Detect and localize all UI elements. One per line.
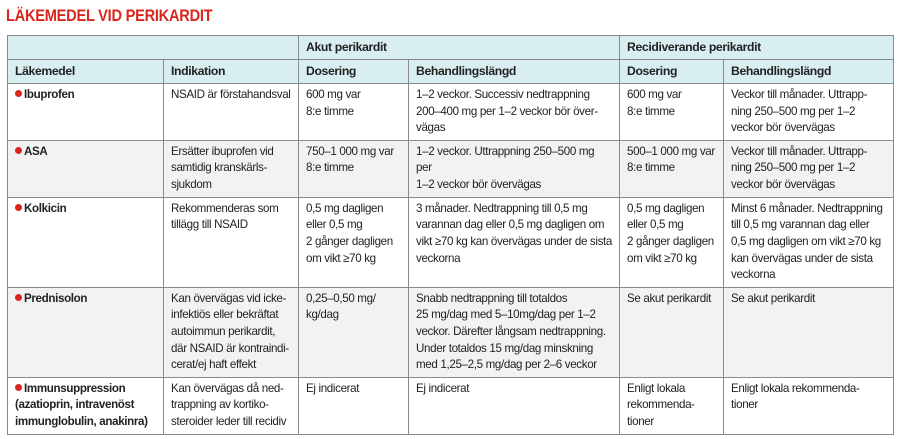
drug-name: Prednisolon xyxy=(24,291,88,305)
bullet-icon xyxy=(15,383,22,391)
table-row: ASA Ersätter ibuprofen vid samtidig krans… xyxy=(7,139,895,198)
group-recurrent: Recidiverande perikardit xyxy=(619,35,895,60)
recurrent-duration-cell: Veckor till månader. Uttrapp- ning 250–5… xyxy=(723,139,895,198)
indication-cell: Kan övervägas vid icke- infektiös eller … xyxy=(163,286,299,378)
drug-cell: Immunsuppression (azatioprin, intravenös… xyxy=(7,376,164,435)
acute-dose-cell: 600 mg var 8:e timme xyxy=(298,83,409,141)
page-title: LÄKEMEDEL VID PERIKARDIT xyxy=(6,6,213,25)
acute-duration-cell: 1–2 veckor. Uttrappning 250–500 mg per 1… xyxy=(407,139,621,198)
drug-name: ASA xyxy=(24,144,48,158)
table-row: Immunsuppression (azatioprin, intravenös… xyxy=(7,376,895,435)
col-acute-duration: Behandlingslängd xyxy=(407,59,621,84)
column-header-row: Läkemedel Indikation Dosering Behandling… xyxy=(7,59,895,84)
drug-name: Ibuprofen xyxy=(24,88,75,101)
acute-dose-cell: 750–1 000 mg var 8:e timme xyxy=(298,139,409,198)
bullet-icon xyxy=(15,146,22,154)
col-drug: Läkemedel xyxy=(7,59,164,84)
acute-duration-cell: Ej indicerat xyxy=(407,376,621,435)
drug-cell: ASA xyxy=(7,139,164,198)
group-header-row: Akut perikardit Recidiverande perikardit xyxy=(7,35,895,60)
drug-cell: Prednisolon xyxy=(7,286,164,378)
indication-cell: NSAID är förstahandsval xyxy=(163,83,299,141)
bullet-icon xyxy=(15,203,22,211)
recurrent-duration-cell: Veckor till månader. Uttrapp- ning 250–5… xyxy=(723,83,895,141)
bullet-icon xyxy=(15,293,22,301)
drug-name: Kolkicin xyxy=(24,201,67,215)
recurrent-duration-cell: Enligt lokala rekommenda- tioner xyxy=(723,376,895,435)
group-acute: Akut perikardit xyxy=(297,35,621,60)
acute-dose-cell: Ej indicerat xyxy=(298,376,409,435)
table-row: Kolkicin Rekommenderas som tillägg till N… xyxy=(7,196,895,288)
indication-cell: Rekommenderas som tillägg till NSAID xyxy=(163,196,299,288)
recurrent-dose-cell: Enligt lokala rekommenda- tioner xyxy=(619,376,725,435)
recurrent-dose-cell: 0,5 mg dagligen eller 0,5 mg 2 gånger da… xyxy=(619,196,725,288)
col-recurrent-dose: Dosering xyxy=(619,59,725,84)
col-recurrent-duration: Behandlingslängd xyxy=(723,59,895,84)
drug-name: Immunsuppression (azatioprin, intravenös… xyxy=(15,381,148,428)
recurrent-dose-cell: Se akut perikardit xyxy=(619,286,725,378)
recurrent-duration-cell: Se akut perikardit xyxy=(723,286,895,378)
col-acute-dose: Dosering xyxy=(298,59,409,84)
recurrent-dose-cell: 500–1 000 mg var 8:e timme xyxy=(619,139,725,198)
acute-duration-cell: 1–2 veckor. Successiv nedtrappning 200–4… xyxy=(407,83,621,141)
recurrent-dose-cell: 600 mg var 8:e timme xyxy=(619,83,725,141)
drug-cell: Kolkicin xyxy=(7,196,164,288)
recurrent-duration-cell: Minst 6 månader. Nedtrappning till 0,5 m… xyxy=(723,196,895,288)
indication-cell: Ersätter ibuprofen vid samtidig kranskär… xyxy=(163,139,299,198)
table-row: Ibuprofen NSAID är förstahandsval 600 mg v… xyxy=(7,83,895,141)
drug-cell: Ibuprofen xyxy=(7,83,164,141)
acute-dose-cell: 0,5 mg dagligen eller 0,5 mg 2 gånger da… xyxy=(298,196,409,288)
table-row: Prednisolon Kan övervägas vid icke- infek… xyxy=(7,286,895,378)
drug-table: Akut perikardit Recidiverande perikardit… xyxy=(7,35,895,435)
col-indication: Indikation xyxy=(163,59,299,84)
bullet-icon xyxy=(15,90,22,97)
acute-duration-cell: 3 månader. Nedtrappning till 0,5 mg vara… xyxy=(407,196,621,288)
indication-cell: Kan övervägas då ned- trappning av korti… xyxy=(163,376,299,435)
acute-dose-cell: 0,25–0,50 mg/ kg/dag xyxy=(298,286,409,378)
empty-header xyxy=(7,35,299,60)
acute-duration-cell: Snabb nedtrappning till totaldos 25 mg/d… xyxy=(407,286,621,378)
